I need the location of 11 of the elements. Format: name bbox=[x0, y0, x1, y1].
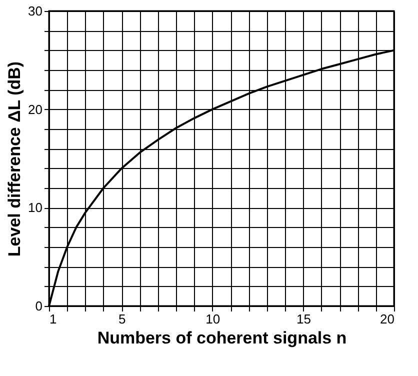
x-tick-label: 15 bbox=[296, 312, 311, 326]
x-tick-label: 5 bbox=[118, 312, 126, 326]
y-axis-title: Level difference ΔL (dB) bbox=[5, 61, 24, 257]
y-tick-label: 30 bbox=[28, 4, 42, 18]
x-axis-title: Numbers of coherent signals n bbox=[97, 328, 347, 348]
x-tick-label: 10 bbox=[206, 312, 220, 326]
y-tick-label: 10 bbox=[28, 200, 42, 216]
x-tick-label: 20 bbox=[380, 312, 394, 326]
x-tick-label: 1 bbox=[50, 312, 57, 326]
y-tick-label: 0 bbox=[35, 298, 42, 314]
y-tick-label: 20 bbox=[28, 102, 42, 117]
